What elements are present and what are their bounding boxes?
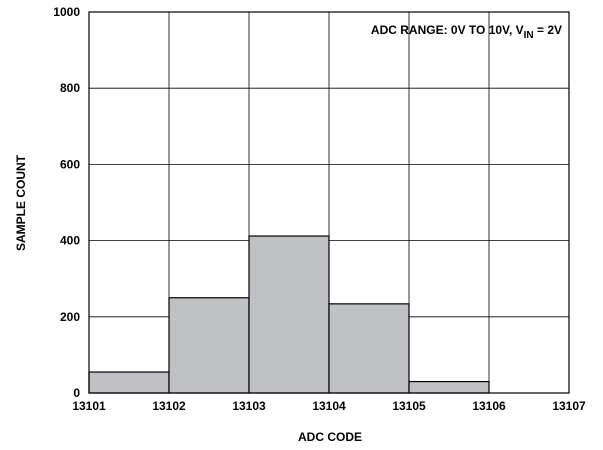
histogram-bar bbox=[328, 303, 410, 394]
x-tick-label: 13105 bbox=[392, 399, 426, 413]
y-tick-label: 400 bbox=[60, 234, 80, 248]
x-tick-label: 13107 bbox=[552, 399, 586, 413]
bars bbox=[88, 235, 490, 394]
histogram-bar bbox=[168, 297, 250, 394]
x-tick-label: 13104 bbox=[312, 399, 346, 413]
x-axis-title: ADC CODE bbox=[298, 430, 362, 444]
y-tick-label: 800 bbox=[60, 81, 80, 95]
y-tick-label: 1000 bbox=[53, 5, 80, 19]
annotation-prefix: ADC RANGE: 0V TO 10V, V bbox=[371, 23, 524, 37]
adc-range-annotation: ADC RANGE: 0V TO 10V, VIN = 2V bbox=[371, 23, 562, 41]
x-tick-label: 13102 bbox=[152, 399, 186, 413]
y-tick-label: 0 bbox=[73, 386, 80, 400]
y-tick-label: 200 bbox=[60, 310, 80, 324]
x-tick-labels: 13101 13102 13103 13104 13105 13106 13107 bbox=[72, 399, 586, 413]
y-tick-labels: 0 200 400 600 800 1000 bbox=[53, 5, 80, 400]
annotation-suffix: = 2V bbox=[534, 23, 562, 37]
histogram-bar bbox=[88, 371, 170, 394]
plot-frame bbox=[88, 11, 570, 394]
histogram-bar bbox=[248, 235, 330, 394]
annotation-subscript: IN bbox=[524, 30, 534, 41]
x-tick-label: 13101 bbox=[72, 399, 106, 413]
x-tick-label: 13103 bbox=[232, 399, 266, 413]
y-tick-label: 600 bbox=[60, 157, 80, 171]
x-tick-label: 13106 bbox=[472, 399, 506, 413]
histogram-bar bbox=[408, 380, 490, 394]
y-axis-title: SAMPLE COUNT bbox=[14, 154, 28, 251]
